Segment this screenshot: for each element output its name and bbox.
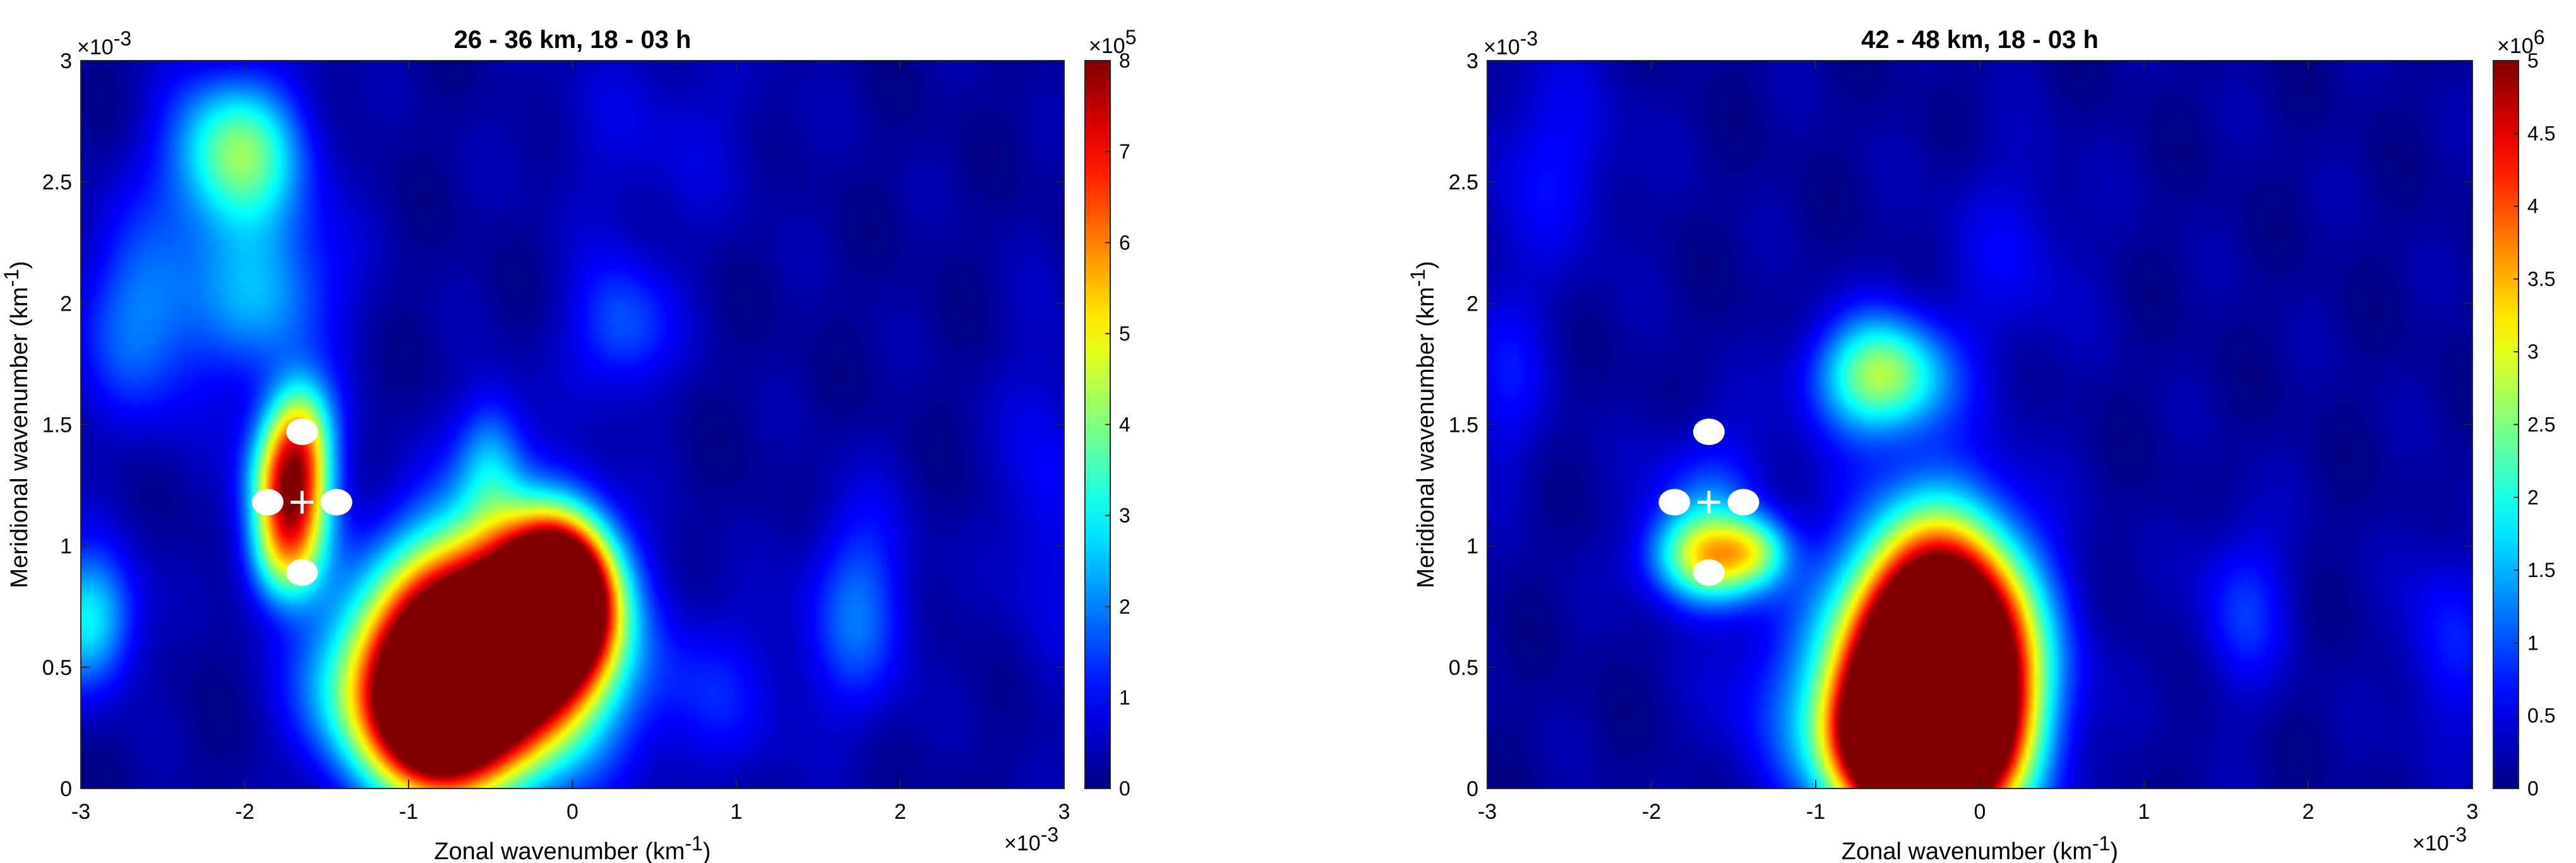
y-tick-label: 2: [60, 292, 72, 316]
heatmap-image: [81, 61, 1064, 789]
colorbar-exponent: ×105: [1089, 26, 1136, 58]
colorbar-tick-label: 0.5: [2527, 705, 2555, 727]
x-tick-label: -3: [71, 800, 90, 824]
x-tick-label: -1: [1806, 800, 1825, 824]
colorbar-tick-label: 1: [1119, 686, 1130, 709]
colorbar-tick-label: 2: [1119, 595, 1130, 618]
colorbar-tick-label: 4: [2527, 195, 2539, 218]
colorbar-tick-label: 8: [1119, 49, 1130, 72]
colorbar-exponent: ×106: [2497, 26, 2544, 58]
y-axis-exponent: ×10-3: [1483, 27, 1538, 59]
x-axis-label: Zonal wavenumber (km-1): [434, 832, 710, 863]
colorbar-tick-label: 3: [1119, 504, 1130, 527]
x-tick-label: 3: [2467, 800, 2479, 824]
colorbar-tick-label: 3.5: [2527, 268, 2555, 290]
y-tick-label: 0.5: [1449, 656, 1478, 680]
x-tick-label: 3: [1058, 800, 1070, 824]
y-axis-label: Meridional wavenumber (km-1): [0, 261, 33, 588]
chart-title: 26 - 36 km, 18 - 03 h: [454, 26, 692, 54]
x-tick-label: 1: [731, 800, 743, 824]
x-tick-label: 0: [566, 800, 578, 824]
x-tick-label: -3: [1478, 800, 1497, 824]
y-axis-label: Meridional wavenumber (km-1): [1406, 261, 1439, 588]
marker-plus: [291, 491, 314, 514]
x-tick-label: 1: [2138, 800, 2150, 824]
colorbar-tick-label: 6: [1119, 231, 1130, 254]
y-tick-label: 0.5: [42, 656, 72, 680]
y-tick-label: 2.5: [1449, 170, 1478, 194]
x-tick-label: -2: [1642, 800, 1661, 824]
x-axis-exponent: ×10-3: [1004, 823, 1058, 855]
x-tick-label: -2: [235, 800, 254, 824]
x-axis-exponent: ×10-3: [2412, 823, 2467, 855]
x-tick-label: -1: [399, 800, 418, 824]
y-tick-label: 1: [1466, 535, 1478, 559]
colorbar-tick-label: 1: [2527, 631, 2539, 654]
y-tick-label: 1: [60, 535, 72, 559]
y-tick-label: 3: [1466, 49, 1478, 73]
y-tick-label: 1.5: [42, 414, 72, 437]
y-tick-label: 0: [1466, 777, 1478, 801]
colorbar-tick-label: 2: [2527, 486, 2539, 509]
heatmap-image: [1487, 61, 2472, 789]
marker-dot: [251, 489, 284, 516]
colorbar-tick-label: 3: [2527, 340, 2539, 363]
marker-dot: [1658, 489, 1691, 516]
y-tick-label: 2.5: [42, 170, 72, 194]
marker-dot: [286, 419, 318, 446]
x-axis-label: Zonal wavenumber (km-1): [1842, 832, 2118, 863]
marker-dot: [1693, 559, 1725, 586]
y-tick-label: 3: [60, 49, 72, 73]
marker-dot: [320, 489, 352, 516]
y-tick-label: 2: [1466, 292, 1478, 316]
colorbar-tick-label: 0: [2527, 777, 2539, 800]
x-tick-label: 2: [2303, 800, 2315, 824]
y-tick-label: 0: [60, 777, 72, 801]
marker-dot: [1693, 419, 1725, 446]
colorbar-tick-label: 7: [1119, 140, 1130, 163]
colorbar-tick-label: 4: [1119, 414, 1130, 436]
chart-panel-1: -3 -2 -1 0 1 2 300.511.522.53×10-3×10-326 - 36…: [0, 26, 1136, 863]
colorbar-tick-label: 5: [1119, 322, 1130, 345]
marker-dot: [1727, 489, 1759, 516]
colorbar-tick-label: 0: [1119, 777, 1130, 800]
y-axis-exponent: ×10-3: [77, 27, 131, 59]
chart-title: 42 - 48 km, 18 - 03 h: [1861, 26, 2099, 54]
marker-dot: [286, 559, 318, 586]
colorbar-tick-label: 2.5: [2527, 414, 2555, 436]
chart-panel-2: -3 -2 -1 0 1 2 300.511.522.53×10-3×10-342 - 48…: [1406, 26, 2555, 863]
colorbar-tick-label: 1.5: [2527, 559, 2555, 581]
marker-plus: [1698, 491, 1720, 514]
colorbar-tick-label: 5: [2527, 49, 2539, 72]
x-tick-label: 2: [894, 800, 906, 824]
y-tick-label: 1.5: [1449, 414, 1478, 437]
x-tick-label: 0: [1974, 800, 1986, 824]
colorbar-tick-label: 4.5: [2527, 122, 2555, 145]
